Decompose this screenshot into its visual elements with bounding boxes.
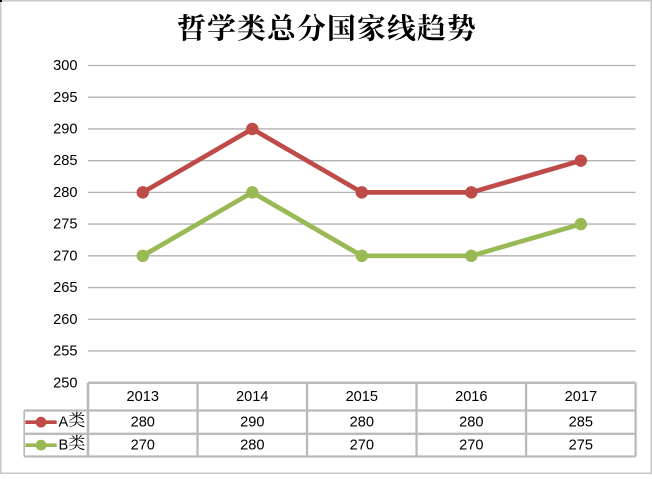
svg-text:280: 280 (240, 438, 264, 454)
svg-text:A: A (59, 415, 69, 431)
svg-text:280: 280 (131, 415, 155, 431)
svg-text:275: 275 (569, 438, 593, 454)
svg-text:280: 280 (459, 415, 483, 431)
svg-text:285: 285 (569, 415, 593, 431)
svg-text:275: 275 (53, 217, 77, 233)
svg-text:250: 250 (53, 375, 77, 391)
svg-text:255: 255 (53, 344, 77, 360)
svg-text:B: B (59, 438, 69, 454)
svg-text:2017: 2017 (565, 389, 597, 405)
svg-text:280: 280 (53, 185, 77, 201)
svg-text:290: 290 (240, 415, 264, 431)
svg-text:290: 290 (53, 122, 77, 138)
svg-text:2014: 2014 (236, 389, 268, 405)
svg-text:285: 285 (53, 153, 77, 169)
svg-text:2015: 2015 (346, 389, 378, 405)
svg-text:295: 295 (53, 90, 77, 106)
svg-text:260: 260 (53, 312, 77, 328)
svg-text:270: 270 (53, 248, 77, 264)
svg-text:270: 270 (459, 438, 483, 454)
svg-text:280: 280 (350, 415, 374, 431)
svg-text:2016: 2016 (455, 389, 487, 405)
svg-text:265: 265 (53, 280, 77, 296)
svg-text:270: 270 (131, 438, 155, 454)
svg-text:270: 270 (350, 438, 374, 454)
svg-text:300: 300 (53, 58, 77, 74)
svg-text:2013: 2013 (127, 389, 159, 405)
